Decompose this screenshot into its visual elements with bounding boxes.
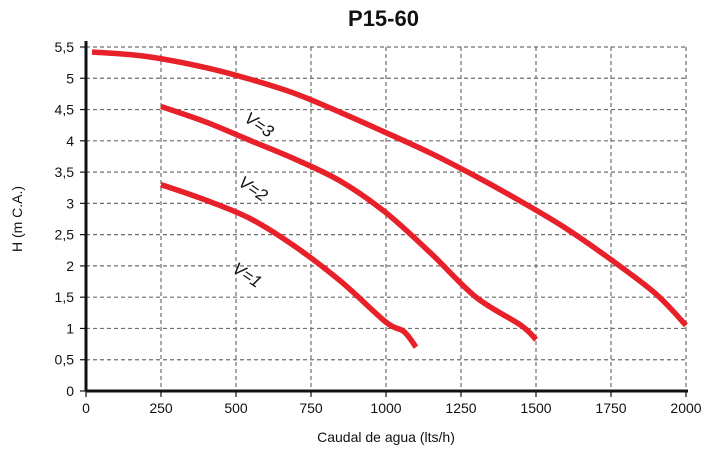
y-tick-label: 4,5 (55, 102, 75, 118)
x-tick-label: 1000 (370, 400, 401, 416)
x-axis-label: Caudal de agua (lts/h) (317, 429, 455, 445)
x-tick-label: 1500 (520, 400, 551, 416)
axes (80, 41, 688, 397)
y-tick-label: 3 (66, 195, 74, 211)
curve-label-v-2: V=2 (235, 172, 272, 205)
y-tick-label: 0,5 (55, 352, 75, 368)
curve-label-v-1: V=1 (229, 259, 265, 292)
curve-v-2 (160, 103, 538, 342)
curve-v-1 (160, 182, 419, 349)
curve-v-3 (91, 49, 689, 328)
grid (86, 46, 687, 391)
x-tick-label: 750 (299, 400, 323, 416)
y-tick-label: 4 (66, 133, 74, 149)
y-tick-label: 5 (66, 70, 74, 86)
y-tick-label: 3,5 (55, 164, 75, 180)
y-tick-label: 2,5 (55, 227, 75, 243)
x-tick-label: 2000 (670, 400, 701, 416)
y-tick-label: 5,5 (55, 39, 75, 55)
y-tick-label: 0 (66, 383, 74, 399)
x-tick-label: 1750 (595, 400, 626, 416)
curves (91, 49, 689, 349)
y-tick-label: 1 (66, 320, 74, 336)
y-tick-label: 1,5 (55, 289, 75, 305)
y-tick-label: 2 (66, 258, 74, 274)
x-tick-label: 0 (82, 400, 90, 416)
x-tick-label: 250 (149, 400, 173, 416)
chart-title: P15-60 (348, 6, 419, 31)
x-tick-label: 500 (224, 400, 248, 416)
x-tick-label: 1250 (445, 400, 476, 416)
y-axis-label: H (m C.A.) (9, 186, 25, 252)
